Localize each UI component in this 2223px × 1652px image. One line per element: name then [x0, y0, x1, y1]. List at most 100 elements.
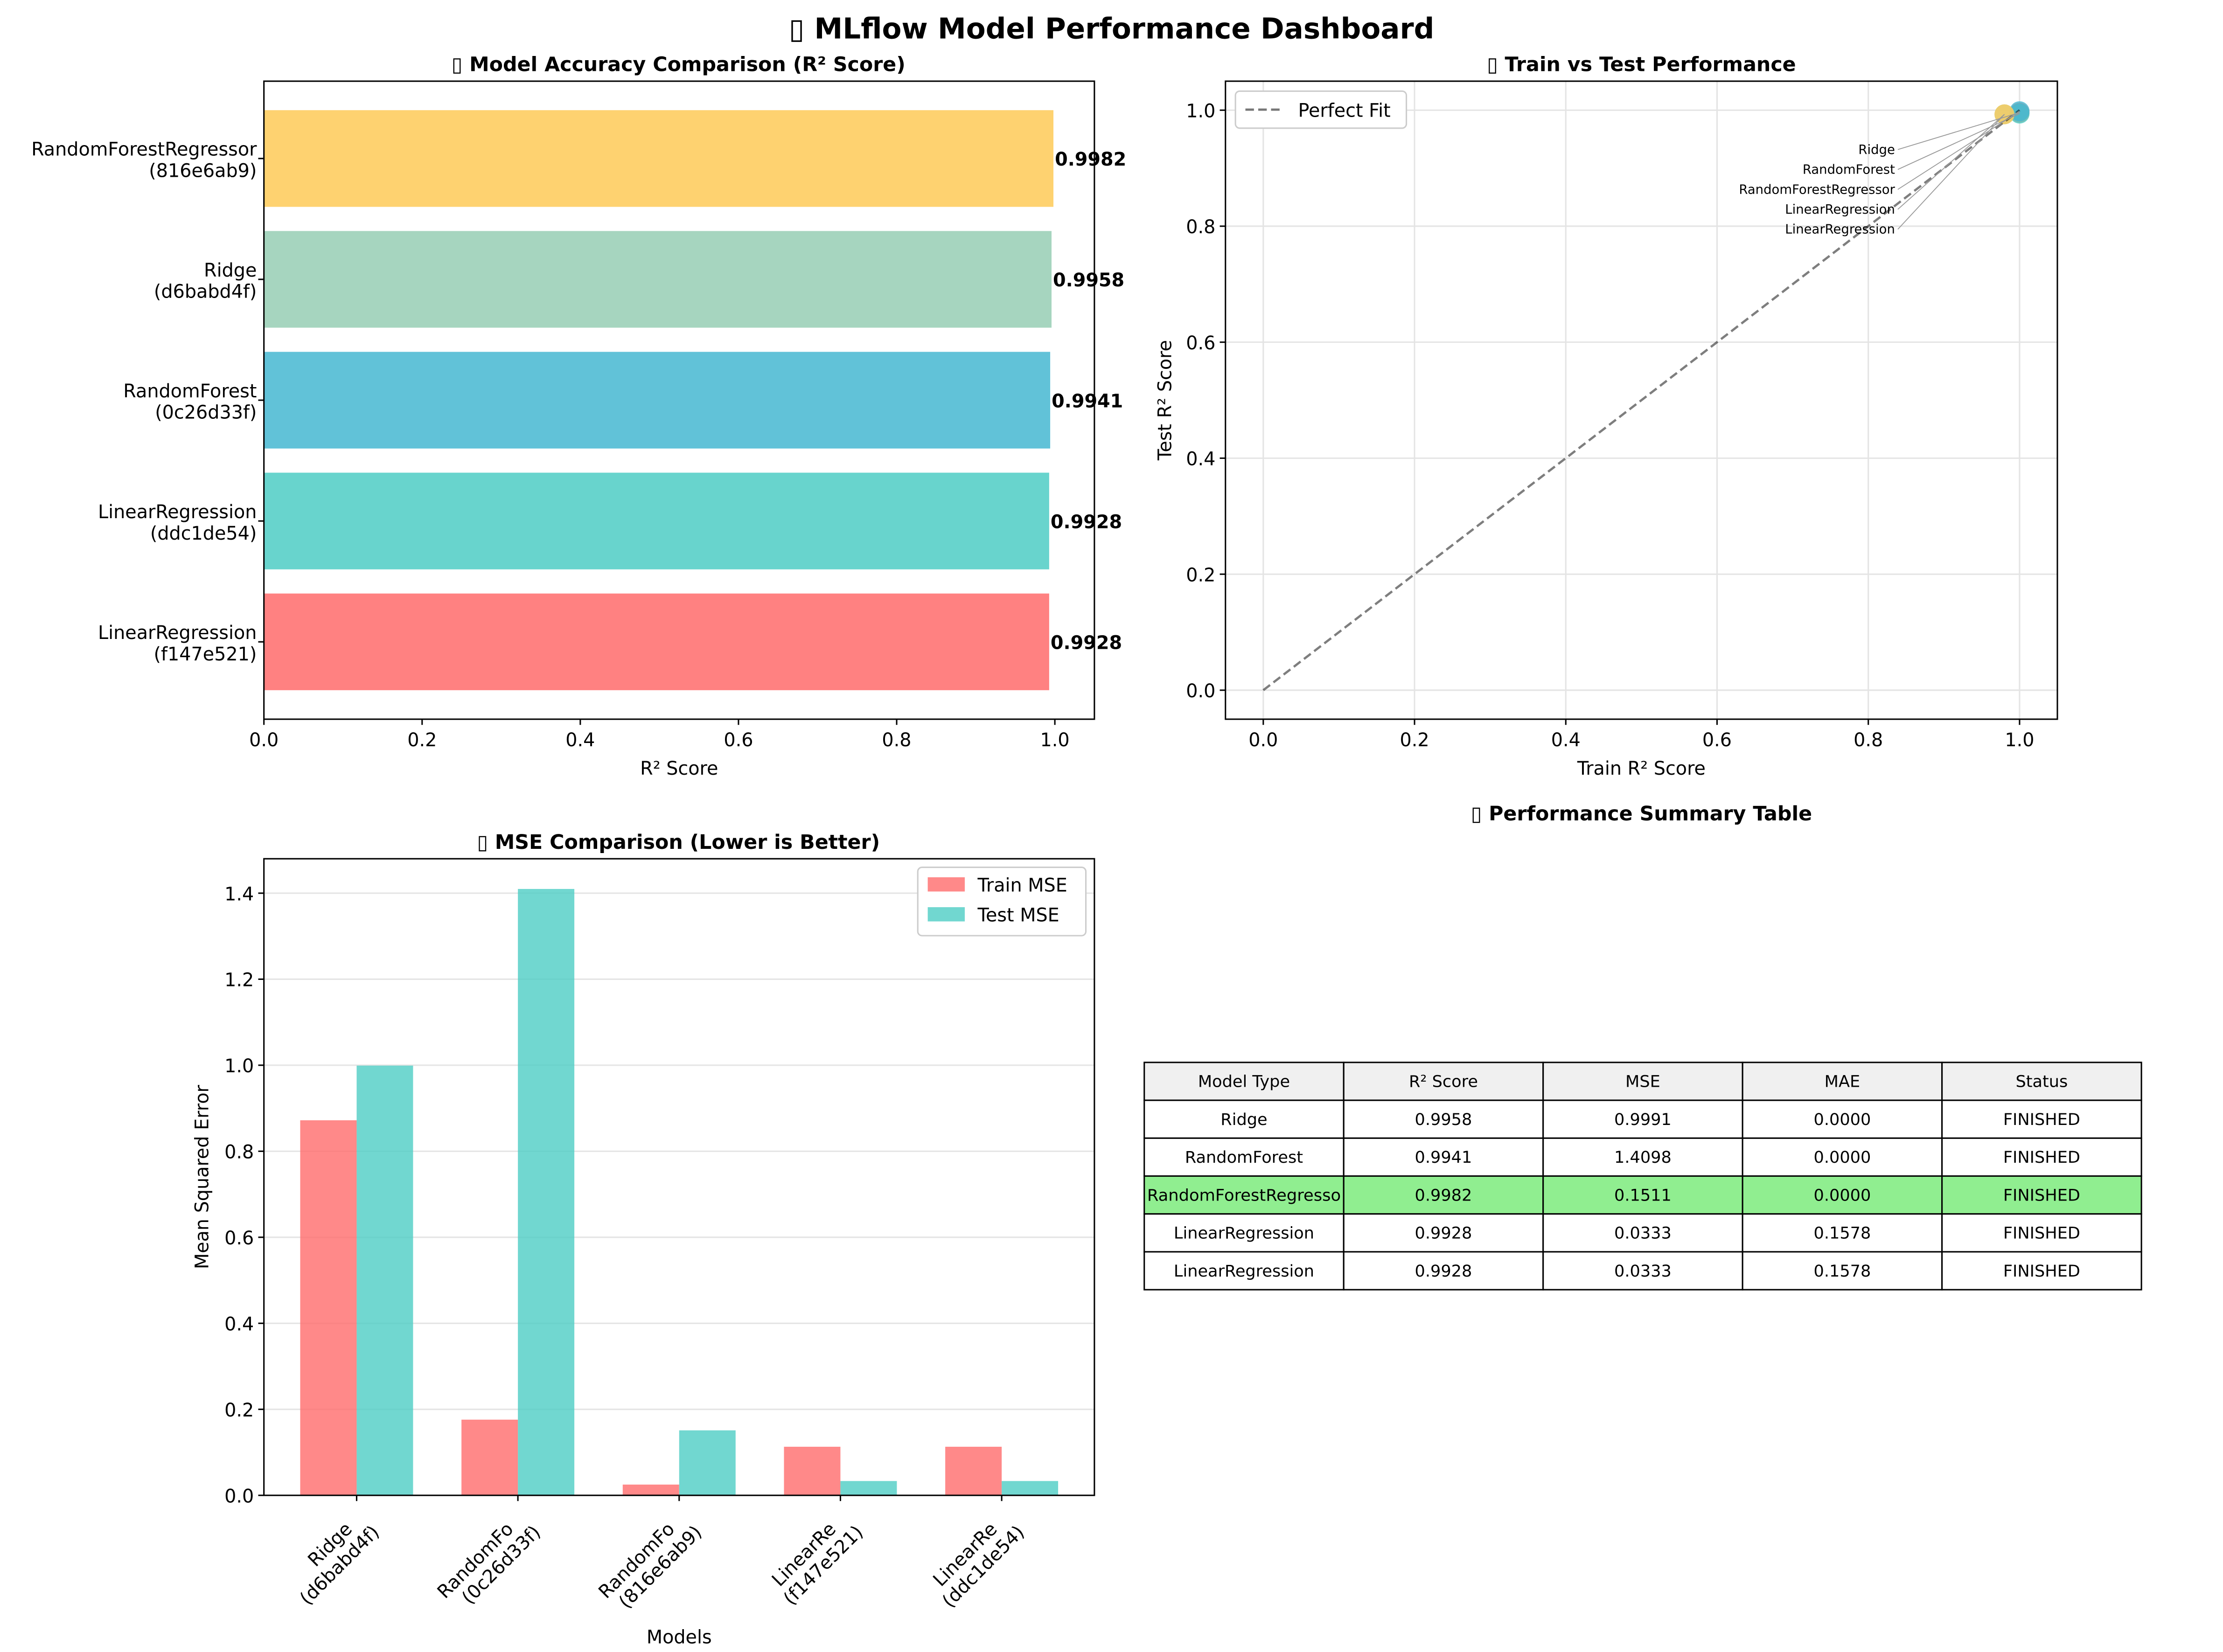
mse-bar [1002, 1481, 1059, 1496]
accuracy-bar [264, 472, 1049, 569]
table-cell [1343, 1213, 1544, 1253]
x-tick-label: 0.0 [249, 729, 279, 751]
table-cell-value: 0.0000 [1813, 1186, 1871, 1205]
legend [1234, 90, 1408, 129]
axes-frame [263, 80, 1095, 720]
table-cell-value: 0.9941 [1415, 1148, 1472, 1167]
table-cell-value: 0.1578 [1813, 1262, 1871, 1281]
accuracy-bar-label: 0.9928 [1051, 511, 1122, 533]
y-axis-label: Test R² Score [1155, 340, 1176, 461]
category-label: RandomFo(816e6ab9) [594, 1506, 706, 1618]
table-header-label: Model Type [1198, 1072, 1290, 1091]
point-label: LinearRegression [1785, 222, 1895, 237]
x-tick-label: 0.8 [1854, 729, 1883, 751]
y-tick-label: 1.0 [224, 1055, 254, 1077]
x-axis-label: R² Score [640, 758, 718, 779]
table-cell-value: 0.9991 [1614, 1110, 1672, 1129]
table-cell [1343, 1099, 1544, 1139]
table-cell-value: LinearRegression [1174, 1224, 1314, 1243]
table-cell [1143, 1251, 1345, 1291]
table-cell [1742, 1175, 1943, 1215]
category-label: RandomForestRegressor (816e6ab9) [31, 139, 257, 182]
point-label: LinearRegression [1785, 202, 1895, 217]
category-label: LinearRegression (ddc1de54) [98, 501, 257, 544]
table-cell-value: 0.9982 [1415, 1186, 1472, 1205]
table-cell-value: 0.1578 [1813, 1224, 1871, 1243]
table-header-cell [1343, 1062, 1544, 1101]
table-cell-value: 0.1511 [1614, 1186, 1672, 1205]
y-tick-label: 0.0 [1186, 680, 1215, 702]
table-cell-value: RandomForest [1185, 1148, 1303, 1167]
mse-bar [518, 888, 575, 1496]
mse-bar [840, 1481, 897, 1496]
table-cell [1941, 1251, 2142, 1291]
table-cell [1742, 1099, 1943, 1139]
table-cell [1143, 1137, 1345, 1177]
mse-bar [461, 1419, 518, 1496]
y-tick-label: 0.2 [224, 1400, 254, 1421]
mse-bar [300, 1120, 357, 1496]
table-cell [1941, 1099, 2142, 1139]
mse-chart: 0.0 0.2 0.4 0.6 0.8 1.0 1.2 1.4 Ridge(d6babd4f) R… [192, 858, 1095, 1648]
x-axis-label: Models [647, 1627, 712, 1648]
mse-bar [679, 1430, 736, 1496]
mse-bar [945, 1446, 1002, 1496]
table-cell-value: Ridge [1220, 1110, 1267, 1129]
table-header-cell [1143, 1062, 1345, 1101]
x-tick-label: 0.2 [1400, 729, 1429, 751]
table-cell [1941, 1175, 2142, 1215]
y-tick-label: 0.8 [1186, 216, 1215, 238]
table-cell-value: 0.9928 [1415, 1262, 1472, 1281]
table-cell-value: 0.0000 [1813, 1110, 1871, 1129]
table-header-label: MSE [1625, 1072, 1660, 1091]
point-label-leader [1897, 113, 2020, 170]
table-cell-value: FINISHED [2003, 1262, 2080, 1281]
legend-swatch [927, 907, 965, 922]
table-title: ▯ Performance Summary Table [1471, 802, 1812, 826]
table-cell [1343, 1175, 1544, 1215]
summary-table: Model Type R² Score MSE MAE Status Ridge 0.995… [1143, 1062, 2142, 1291]
y-tick-label: 0.6 [1186, 333, 1215, 354]
accuracy-bar [264, 110, 1054, 207]
table-cell-value: 0.0333 [1614, 1262, 1672, 1281]
legend-label: Train MSE [977, 875, 1067, 896]
point-label-leader [1897, 114, 2005, 210]
x-axis-label: Train R² Score [1577, 758, 1706, 779]
axes-frame [1225, 80, 2058, 720]
table-cell [1742, 1251, 1943, 1291]
x-tick-label: 0.6 [1702, 729, 1732, 751]
table-cell-value: FINISHED [2003, 1186, 2080, 1205]
y-tick-label: 0.0 [224, 1485, 254, 1507]
table-header-label: R² Score [1409, 1072, 1478, 1091]
table-cell [1143, 1175, 1345, 1215]
legend-label: Test MSE [977, 905, 1059, 926]
dashboard-title: ▯ MLflow Model Performance Dashboard [789, 12, 1435, 45]
y-tick-label: 1.2 [224, 970, 254, 991]
legend-label: Perfect Fit [1298, 100, 1391, 121]
accuracy-bar-label: 0.9982 [1055, 149, 1126, 170]
point-label: Ridge [1858, 142, 1895, 157]
table-cell-value: 0.9958 [1415, 1110, 1472, 1129]
category-label: RandomFo(0c26d33f) [433, 1506, 545, 1618]
y-tick-label: 0.2 [1186, 564, 1215, 586]
y-axis-label: Mean Squared Error [192, 1084, 213, 1269]
y-tick-label: 1.4 [224, 883, 254, 905]
category-label: Ridge(d6babd4f) [280, 1506, 383, 1610]
table-cell-value: FINISHED [2003, 1110, 2080, 1129]
table-cell [1742, 1213, 1943, 1253]
point-label: RandomForestRegressor [1739, 182, 1895, 197]
y-tick-label: 0.6 [224, 1228, 254, 1249]
table-cell [1542, 1213, 1743, 1253]
accuracy-bar [264, 593, 1049, 690]
point-label-leader [1897, 114, 2005, 230]
point-label: RandomForest [1803, 162, 1895, 177]
table-cell [1542, 1251, 1743, 1291]
accuracy-chart: 0.9928 LinearRegression (f147e521) 0.9928 Li… [31, 80, 1126, 779]
table-cell-value: 1.4098 [1614, 1148, 1672, 1167]
table-cell-value: RandomForestRegresso [1147, 1186, 1341, 1205]
table-cell [1343, 1251, 1544, 1291]
y-tick-label: 0.4 [1186, 449, 1215, 470]
category-label: LinearRe(f147e521) [764, 1506, 867, 1610]
x-tick-label: 0.4 [1551, 729, 1581, 751]
